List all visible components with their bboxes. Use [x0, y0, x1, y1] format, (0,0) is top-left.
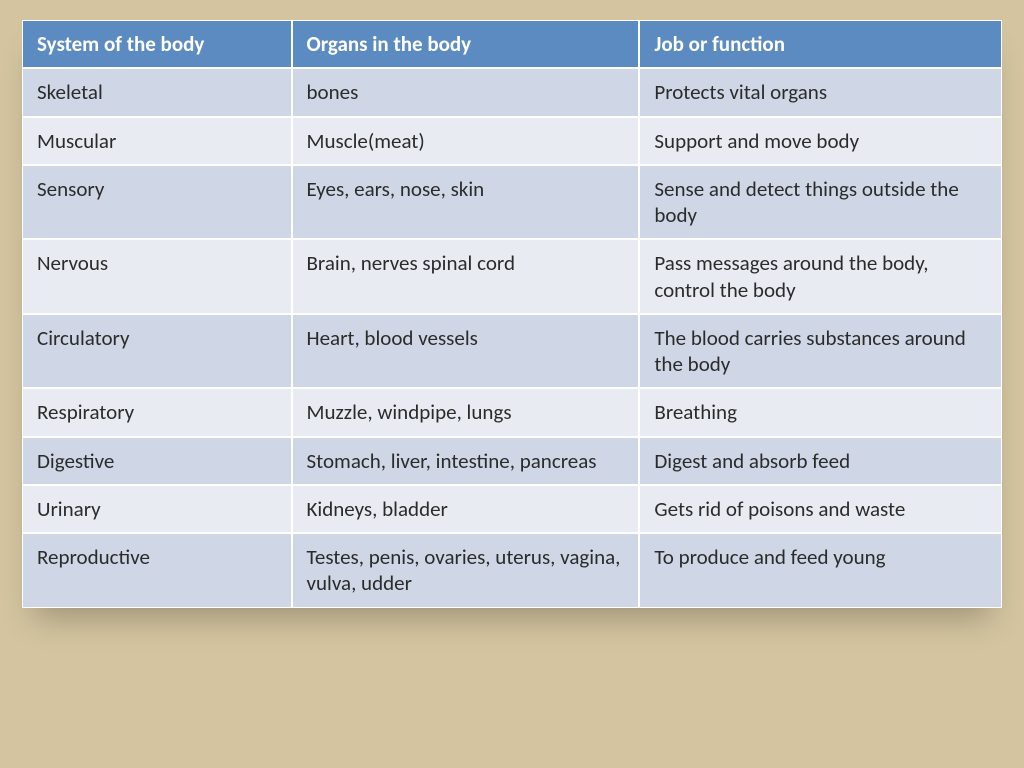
cell-system: Sensory — [22, 165, 292, 240]
cell-system: Circulatory — [22, 314, 292, 389]
cell-organs: Muscle(meat) — [292, 117, 640, 165]
cell-system: Digestive — [22, 437, 292, 485]
table-row: Reproductive Testes, penis, ovaries, ute… — [22, 533, 1002, 608]
table-header: System of the body Organs in the body Jo… — [22, 20, 1002, 68]
cell-organs: Muzzle, windpipe, lungs — [292, 388, 640, 436]
table-row: Circulatory Heart, blood vessels The blo… — [22, 314, 1002, 389]
table-body: Skeletal bones Protects vital organs Mus… — [22, 68, 1002, 607]
col-header-system: System of the body — [22, 20, 292, 68]
table-row: Urinary Kidneys, bladder Gets rid of poi… — [22, 485, 1002, 533]
cell-system: Reproductive — [22, 533, 292, 608]
table-row: Skeletal bones Protects vital organs — [22, 68, 1002, 116]
cell-organs: Heart, blood vessels — [292, 314, 640, 389]
cell-system: Urinary — [22, 485, 292, 533]
col-header-organs: Organs in the body — [292, 20, 640, 68]
table-row: Digestive Stomach, liver, intestine, pan… — [22, 437, 1002, 485]
body-systems-table: System of the body Organs in the body Jo… — [22, 20, 1002, 608]
slide: System of the body Organs in the body Jo… — [0, 0, 1024, 768]
cell-system: Nervous — [22, 239, 292, 314]
cell-function: Pass messages around the body, control t… — [639, 239, 1002, 314]
table-row: Respiratory Muzzle, windpipe, lungs Brea… — [22, 388, 1002, 436]
cell-organs: Testes, penis, ovaries, uterus, vagina, … — [292, 533, 640, 608]
cell-organs: Stomach, liver, intestine, pancreas — [292, 437, 640, 485]
cell-function: Protects vital organs — [639, 68, 1002, 116]
table-row: Nervous Brain, nerves spinal cord Pass m… — [22, 239, 1002, 314]
cell-function: Digest and absorb feed — [639, 437, 1002, 485]
cell-function: To produce and feed young — [639, 533, 1002, 608]
cell-organs: Eyes, ears, nose, skin — [292, 165, 640, 240]
cell-function: Sense and detect things outside the body — [639, 165, 1002, 240]
table-row: Sensory Eyes, ears, nose, skin Sense and… — [22, 165, 1002, 240]
cell-system: Skeletal — [22, 68, 292, 116]
cell-function: Gets rid of poisons and waste — [639, 485, 1002, 533]
cell-organs: Kidneys, bladder — [292, 485, 640, 533]
cell-function: The blood carries substances around the … — [639, 314, 1002, 389]
col-header-function: Job or function — [639, 20, 1002, 68]
cell-system: Respiratory — [22, 388, 292, 436]
table-row: Muscular Muscle(meat) Support and move b… — [22, 117, 1002, 165]
cell-organs: Brain, nerves spinal cord — [292, 239, 640, 314]
cell-function: Breathing — [639, 388, 1002, 436]
cell-system: Muscular — [22, 117, 292, 165]
cell-function: Support and move body — [639, 117, 1002, 165]
cell-organs: bones — [292, 68, 640, 116]
